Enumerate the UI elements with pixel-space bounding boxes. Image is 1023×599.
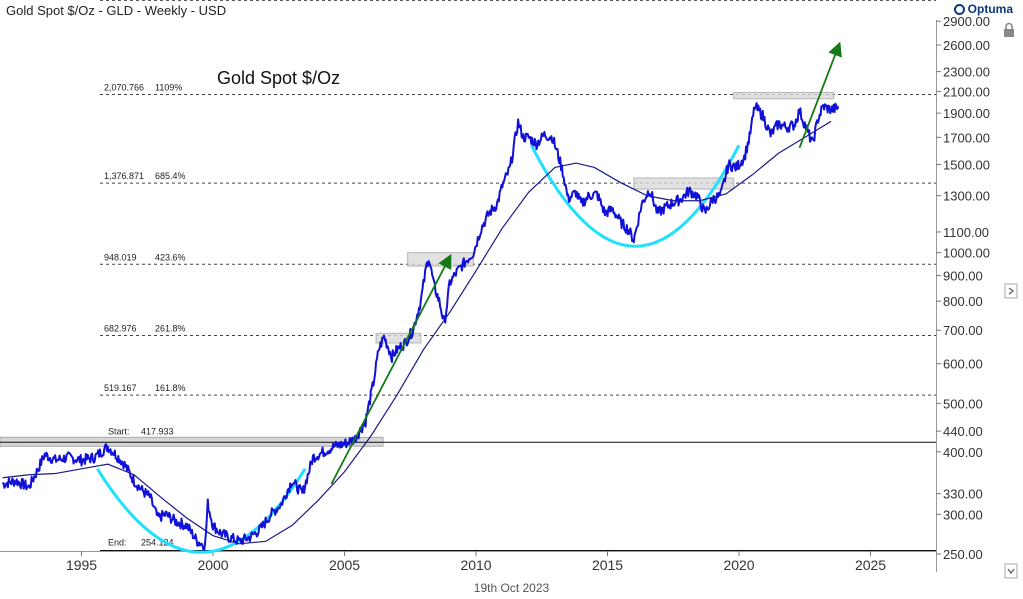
y-tick-label: 1000.00 — [943, 246, 990, 261]
y-tick-label: 2600.00 — [943, 38, 990, 53]
logo-text: Optuma — [967, 2, 1013, 16]
y-tick-label: 250.00 — [943, 547, 983, 562]
moving-average-line — [2, 120, 832, 545]
x-tick-label: 1995 — [66, 557, 97, 573]
fib-level-price: 2,070.766 — [104, 82, 144, 92]
y-tick-label: 1300.00 — [943, 189, 990, 204]
start-level-price: 417.933 — [141, 426, 174, 436]
y-axis-line — [936, 20, 937, 572]
fib-level-percent: 685.4% — [155, 171, 186, 181]
y-tick-label: 2100.00 — [943, 84, 990, 99]
y-tick-label: 1100.00 — [943, 225, 989, 240]
y-tick-label: 600.00 — [943, 357, 983, 372]
x-tick-label: 2010 — [460, 557, 491, 573]
y-tick-label: 2300.00 — [943, 65, 990, 80]
x-tick-label: 2000 — [197, 557, 228, 573]
x-tick-label: 2005 — [329, 557, 360, 573]
fib-level-price: 1,376.871 — [104, 171, 144, 181]
scroll-right-icon[interactable] — [1004, 283, 1018, 299]
fib-level-price: 948.019 — [104, 252, 137, 262]
resistance-zone-box — [375, 332, 422, 344]
y-tick-label: 700.00 — [943, 323, 983, 338]
fib-level-price: 519.167 — [104, 383, 137, 393]
trend-arrow — [798, 41, 842, 149]
y-tick-label: 1700.00 — [943, 130, 990, 145]
resistance-zone-box — [633, 177, 735, 190]
fib-level-percent: 261.8% — [155, 324, 186, 334]
y-tick-label: 440.00 — [943, 424, 983, 439]
y-tick-label: 300.00 — [943, 507, 983, 522]
resistance-zone-box — [733, 91, 835, 100]
y-tick-label: 900.00 — [943, 269, 983, 284]
y-tick-label: 2900.00 — [943, 14, 990, 29]
fib-level-percent: 1109% — [155, 82, 182, 92]
y-tick-label: 800.00 — [943, 294, 983, 309]
y-tick-label: 400.00 — [943, 445, 983, 460]
fib-level-percent: 423.6% — [155, 252, 186, 262]
fib-level-percent: 161.8% — [155, 383, 186, 393]
trend-arrow — [330, 253, 452, 485]
y-tick-label: 330.00 — [943, 487, 983, 502]
optuma-logo: Optuma — [953, 2, 1013, 16]
x-tick-label: 2015 — [592, 557, 623, 573]
y-tick-label: 500.00 — [943, 396, 983, 411]
fib-level-price: 682.976 — [104, 324, 137, 334]
optuma-logo-icon — [953, 3, 965, 15]
start-level-label: Start: — [108, 426, 130, 436]
date-label: 19th Oct 2023 — [473, 581, 550, 595]
x-tick-label: 2020 — [723, 557, 754, 573]
x-axis-line — [0, 551, 937, 552]
scroll-down-icon[interactable] — [1004, 563, 1018, 579]
y-tick-label: 1900.00 — [943, 106, 990, 121]
y-tick-label: 1500.00 — [943, 158, 990, 173]
x-tick-label: 2025 — [855, 557, 886, 573]
gold-price-line — [1, 102, 840, 551]
chart-title: Gold Spot $/Oz — [217, 68, 340, 88]
chart-header-title: Gold Spot $/Oz - GLD - Weekly - USD — [6, 3, 227, 18]
cup-pattern-arc — [529, 144, 741, 248]
end-level-label: End: — [108, 537, 127, 547]
end-level-price: 254.124 — [141, 537, 174, 547]
lock-icon[interactable] — [1004, 22, 1014, 38]
